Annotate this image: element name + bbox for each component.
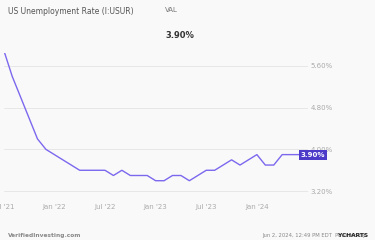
Text: 3.90%: 3.90% (165, 31, 194, 40)
Text: 3.90%: 3.90% (301, 152, 325, 158)
Text: Jun 2, 2024, 12:49 PM EDT  Powered by: Jun 2, 2024, 12:49 PM EDT Powered by (262, 233, 368, 238)
Text: VerifiedInvesting.com: VerifiedInvesting.com (8, 233, 81, 238)
Text: US Unemployment Rate (I:USUR): US Unemployment Rate (I:USUR) (8, 7, 133, 16)
Text: YCHARTS: YCHARTS (338, 233, 368, 238)
Text: VAL: VAL (165, 7, 178, 13)
